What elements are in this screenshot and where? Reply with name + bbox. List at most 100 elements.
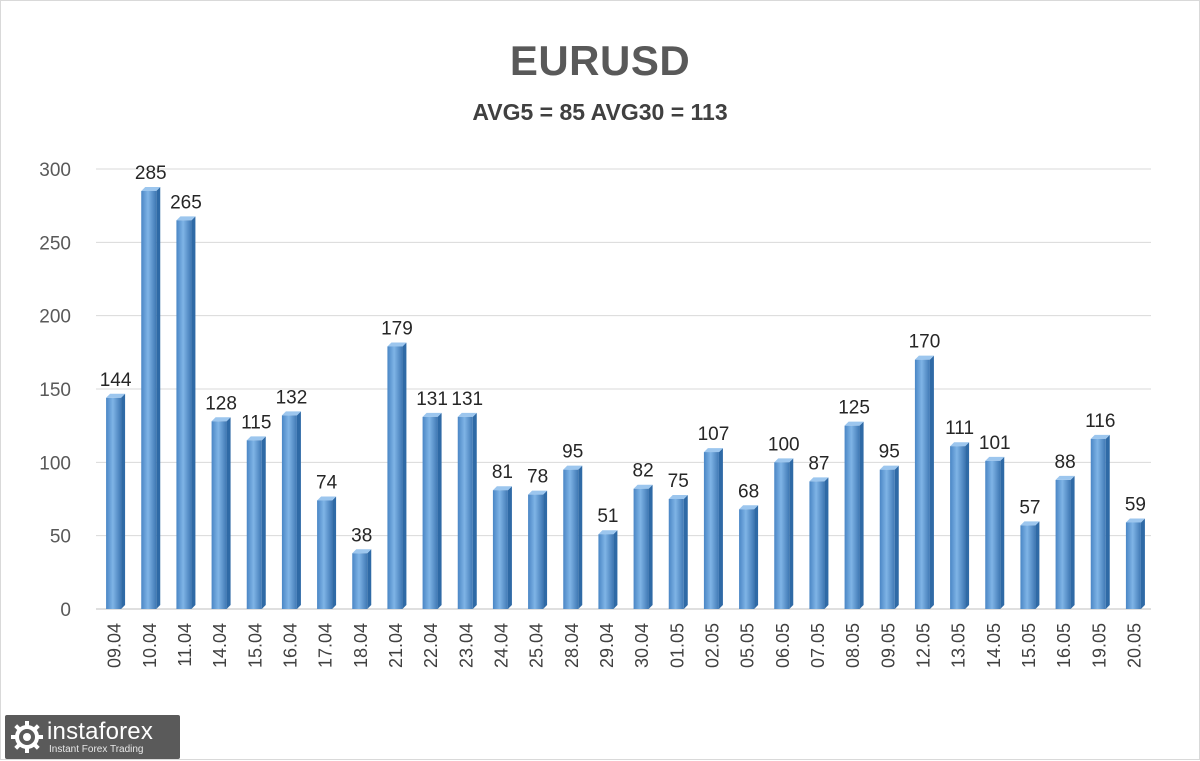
bar-side <box>1035 521 1040 609</box>
bar <box>387 346 403 609</box>
bar-value-label: 74 <box>316 472 338 493</box>
bar-side <box>648 484 653 609</box>
bar <box>598 534 614 609</box>
bar-side <box>894 465 899 609</box>
y-tick-label: 250 <box>39 233 71 254</box>
y-axis-ticks: 0 50 100 150 200 250 300 <box>39 160 71 621</box>
bar-side <box>683 495 688 609</box>
x-tick-label: 09.05 <box>878 623 898 668</box>
grid-lines <box>96 168 1151 610</box>
bar-top <box>1125 518 1145 523</box>
bar <box>492 490 508 609</box>
bar-top <box>598 530 618 535</box>
bar <box>1055 479 1071 609</box>
bar-top <box>106 393 126 398</box>
bar-side <box>613 530 618 609</box>
bar-value-label: 265 <box>170 192 202 213</box>
bar-value-label: 116 <box>1085 411 1115 432</box>
x-tick-label: 08.05 <box>843 623 863 668</box>
x-tick-label: 01.05 <box>667 623 687 668</box>
bar <box>985 460 1001 609</box>
x-tick-label: 05.05 <box>738 623 758 668</box>
x-tick-label: 02.05 <box>702 623 722 668</box>
bar-top <box>985 456 1005 461</box>
x-tick-label: 19.05 <box>1089 623 1109 668</box>
bar <box>457 416 473 609</box>
bar <box>211 421 227 609</box>
x-tick-label: 12.05 <box>913 623 933 668</box>
x-tick-label: 28.04 <box>562 623 582 668</box>
bar-side <box>156 187 161 609</box>
bar-side <box>859 421 864 609</box>
bar-value-label: 179 <box>381 318 413 339</box>
bar-value-label: 95 <box>562 442 583 463</box>
bar-top <box>528 490 548 495</box>
x-tick-label: 16.05 <box>1054 623 1074 668</box>
bar-value-label: 95 <box>879 442 900 463</box>
bar <box>106 397 122 609</box>
bar-value-label: 75 <box>668 471 689 492</box>
x-tick-label: 17.04 <box>316 623 336 668</box>
bar-top <box>246 436 266 441</box>
bar-top <box>633 484 653 489</box>
x-tick-label: 13.05 <box>949 623 969 668</box>
bar-value-label: 170 <box>909 332 941 353</box>
bar-side <box>261 436 266 609</box>
bar-value-label: 101 <box>979 433 1011 454</box>
y-tick-label: 200 <box>39 307 71 328</box>
bar <box>352 553 368 609</box>
bar-value-label: 107 <box>698 424 730 445</box>
bar <box>633 488 649 609</box>
bar-side <box>1105 434 1110 609</box>
bar <box>950 446 966 609</box>
bar-top <box>950 442 970 447</box>
y-tick-label: 100 <box>39 453 71 474</box>
bar-top <box>668 495 688 499</box>
bar-top <box>844 421 864 426</box>
bar-top <box>774 458 794 463</box>
bar-top <box>492 486 512 491</box>
bar-side <box>718 448 723 609</box>
x-tick-label: 16.04 <box>280 623 300 668</box>
x-tick-label: 24.04 <box>491 623 511 668</box>
bar-value-label: 115 <box>241 412 271 433</box>
bar <box>668 499 684 609</box>
bar-side <box>472 412 477 609</box>
bars <box>106 187 1145 610</box>
bar-top <box>739 505 759 510</box>
x-tick-label: 07.05 <box>808 623 828 668</box>
chart-title: EURUSD <box>509 37 691 84</box>
x-tick-label: 25.04 <box>527 623 547 668</box>
bar <box>1125 522 1141 609</box>
y-tick-label: 0 <box>60 600 71 621</box>
bar-value-label: 51 <box>597 506 618 527</box>
bar-value-label: 131 <box>416 389 448 410</box>
bar <box>528 494 544 609</box>
bar-top <box>457 412 477 417</box>
bar-top <box>352 549 372 554</box>
bar-top <box>809 477 829 482</box>
y-tick-label: 50 <box>50 527 71 548</box>
bar-side <box>402 342 407 609</box>
bar <box>1090 438 1106 609</box>
bar <box>703 452 719 609</box>
bar-top <box>141 187 161 191</box>
bar <box>422 416 438 609</box>
gear-icon <box>11 721 43 753</box>
bar <box>281 415 297 609</box>
bar-top <box>563 465 583 470</box>
bar-side <box>121 393 126 609</box>
bar <box>246 440 262 609</box>
bar-top <box>176 216 196 221</box>
bar-value-label: 144 <box>100 370 132 391</box>
bar-top <box>281 411 301 416</box>
x-tick-label: 15.05 <box>1019 623 1039 668</box>
bar-side <box>789 458 794 609</box>
bar-side <box>437 412 442 609</box>
x-tick-label: 10.04 <box>140 623 160 668</box>
bar-side <box>543 490 548 609</box>
bar-value-label: 88 <box>1055 452 1076 473</box>
bar-top <box>914 355 934 360</box>
